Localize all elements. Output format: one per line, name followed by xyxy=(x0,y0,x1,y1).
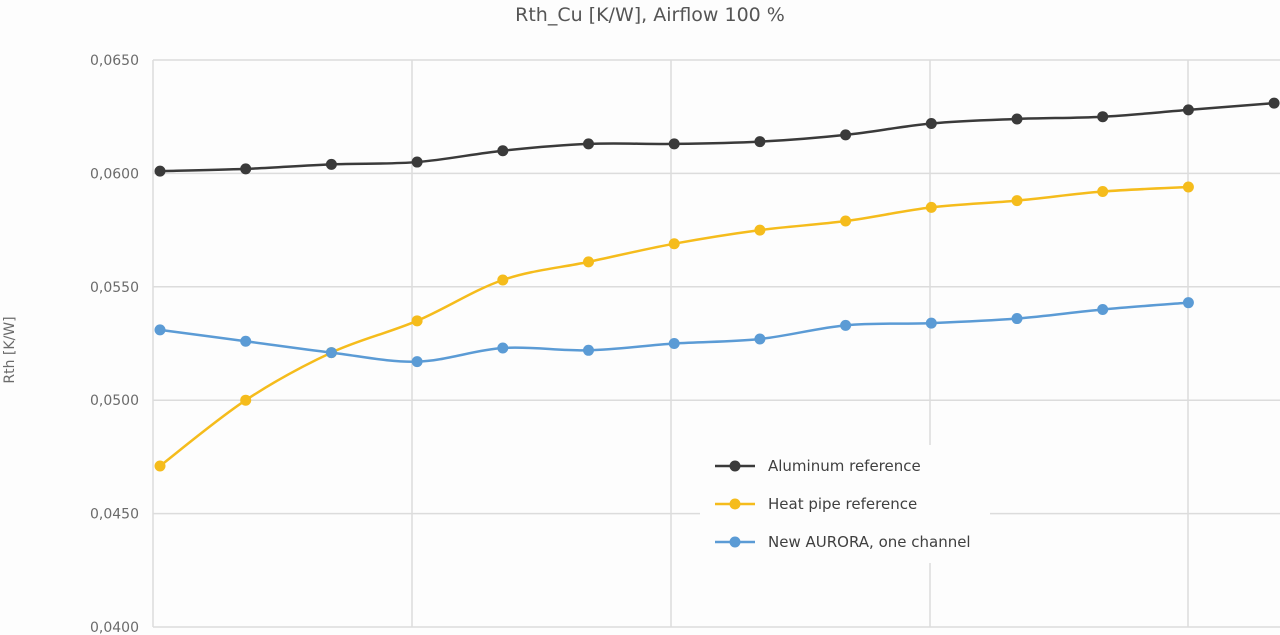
data-point xyxy=(1182,181,1194,193)
series-new-aurora-one-channel xyxy=(154,297,1194,368)
data-point xyxy=(840,215,852,227)
series-heat-pipe-reference xyxy=(154,181,1194,472)
legend-marker xyxy=(729,536,741,548)
y-tick-label: 0,0450 xyxy=(90,507,139,523)
legend-marker xyxy=(729,498,741,510)
data-point xyxy=(925,118,937,130)
data-point xyxy=(240,163,252,175)
data-point xyxy=(154,324,166,336)
y-tick-label: 0,0650 xyxy=(90,53,139,69)
data-point xyxy=(325,347,337,359)
data-point xyxy=(240,394,252,406)
data-point xyxy=(1182,297,1194,309)
y-axis-label: Rth [K/W] xyxy=(2,316,18,383)
legend-label: Heat pipe reference xyxy=(768,495,917,513)
data-point xyxy=(840,129,852,141)
y-tick-label: 0,0400 xyxy=(90,620,139,635)
data-point xyxy=(154,165,166,177)
data-point xyxy=(411,315,423,327)
data-point xyxy=(840,319,852,331)
legend-label: Aluminum reference xyxy=(768,457,921,475)
series-line xyxy=(159,185,1189,467)
series-aluminum-reference xyxy=(154,97,1280,177)
y-tick-label: 0,0500 xyxy=(90,393,139,409)
data-point xyxy=(1097,186,1109,198)
data-point xyxy=(497,342,509,354)
series-line xyxy=(159,301,1189,363)
data-point xyxy=(583,138,594,150)
data-point xyxy=(1011,313,1023,325)
data-point xyxy=(583,344,594,356)
data-point xyxy=(583,256,594,268)
data-point xyxy=(668,138,680,150)
legend: Aluminum reference Heat pipe reference New… xyxy=(700,445,990,563)
data-point xyxy=(411,156,423,168)
data-point xyxy=(668,238,680,250)
data-point xyxy=(154,460,166,472)
data-point xyxy=(925,317,937,329)
data-point xyxy=(240,335,252,347)
data-point xyxy=(497,274,509,286)
data-point xyxy=(1097,303,1109,315)
data-point xyxy=(925,201,937,213)
data-point xyxy=(754,224,766,236)
data-point xyxy=(1182,104,1194,116)
data-point xyxy=(754,136,766,148)
y-tick-label: 0,0550 xyxy=(90,280,139,296)
data-point xyxy=(325,158,337,170)
series-line xyxy=(159,101,1275,173)
legend-label: New AURORA, one channel xyxy=(768,533,971,551)
data-point xyxy=(1268,97,1280,109)
legend-marker xyxy=(729,460,741,472)
data-point xyxy=(668,338,680,349)
chart-title: Rth_Cu [K/W], Airflow 100 % xyxy=(515,4,785,26)
data-point xyxy=(497,145,509,157)
data-point xyxy=(1011,113,1023,125)
y-tick-label: 0,0600 xyxy=(90,166,139,182)
data-point xyxy=(1011,195,1023,207)
data-point xyxy=(411,356,423,368)
data-point xyxy=(754,333,766,345)
data-point xyxy=(1097,111,1109,123)
